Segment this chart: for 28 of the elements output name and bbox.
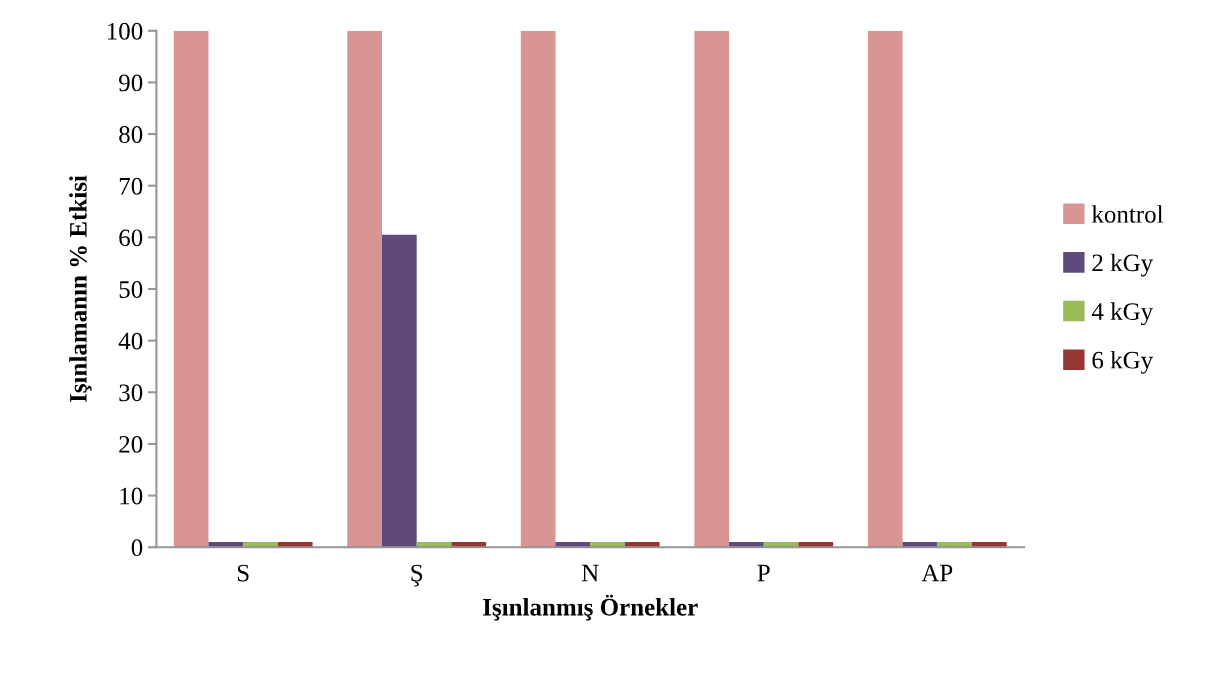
- x-tick-label: AP: [921, 564, 953, 582]
- y-tick-label: 60: [119, 229, 143, 247]
- y-tick-label: 40: [118, 332, 143, 350]
- y-tick-label: 100: [107, 22, 143, 40]
- bar: [867, 30, 903, 548]
- x-tick-label: S: [237, 564, 249, 582]
- y-tick-label: 30: [119, 384, 143, 402]
- bar: [694, 30, 730, 548]
- bar: [382, 234, 417, 548]
- bar: [520, 30, 556, 548]
- y-axis-title: Işınlamanın % Etkisi: [69, 175, 92, 403]
- legend-label: kontrol: [1091, 205, 1164, 223]
- x-tick-label: P: [757, 564, 770, 582]
- y-tick-label: 20: [119, 435, 143, 453]
- y-tick-label: 90: [119, 74, 143, 92]
- x-tick-label: Ş: [411, 564, 423, 587]
- legend-label: 2 kGy: [1092, 253, 1154, 277]
- y-tick-label: 10: [120, 487, 143, 505]
- y-tick-label: 0: [131, 539, 143, 557]
- y-tick-label: 80: [119, 126, 143, 143]
- x-tick-label: N: [581, 564, 599, 582]
- legend-label: 4 kGy: [1091, 302, 1154, 326]
- y-tick-label: 70: [119, 177, 143, 195]
- y-tick-label: 50: [119, 281, 143, 298]
- x-axis-title: Işınlanmış Örnekler: [483, 594, 698, 621]
- bar: [173, 30, 209, 548]
- bar: [347, 30, 382, 548]
- legend-label: 6 kGy: [1092, 351, 1154, 374]
